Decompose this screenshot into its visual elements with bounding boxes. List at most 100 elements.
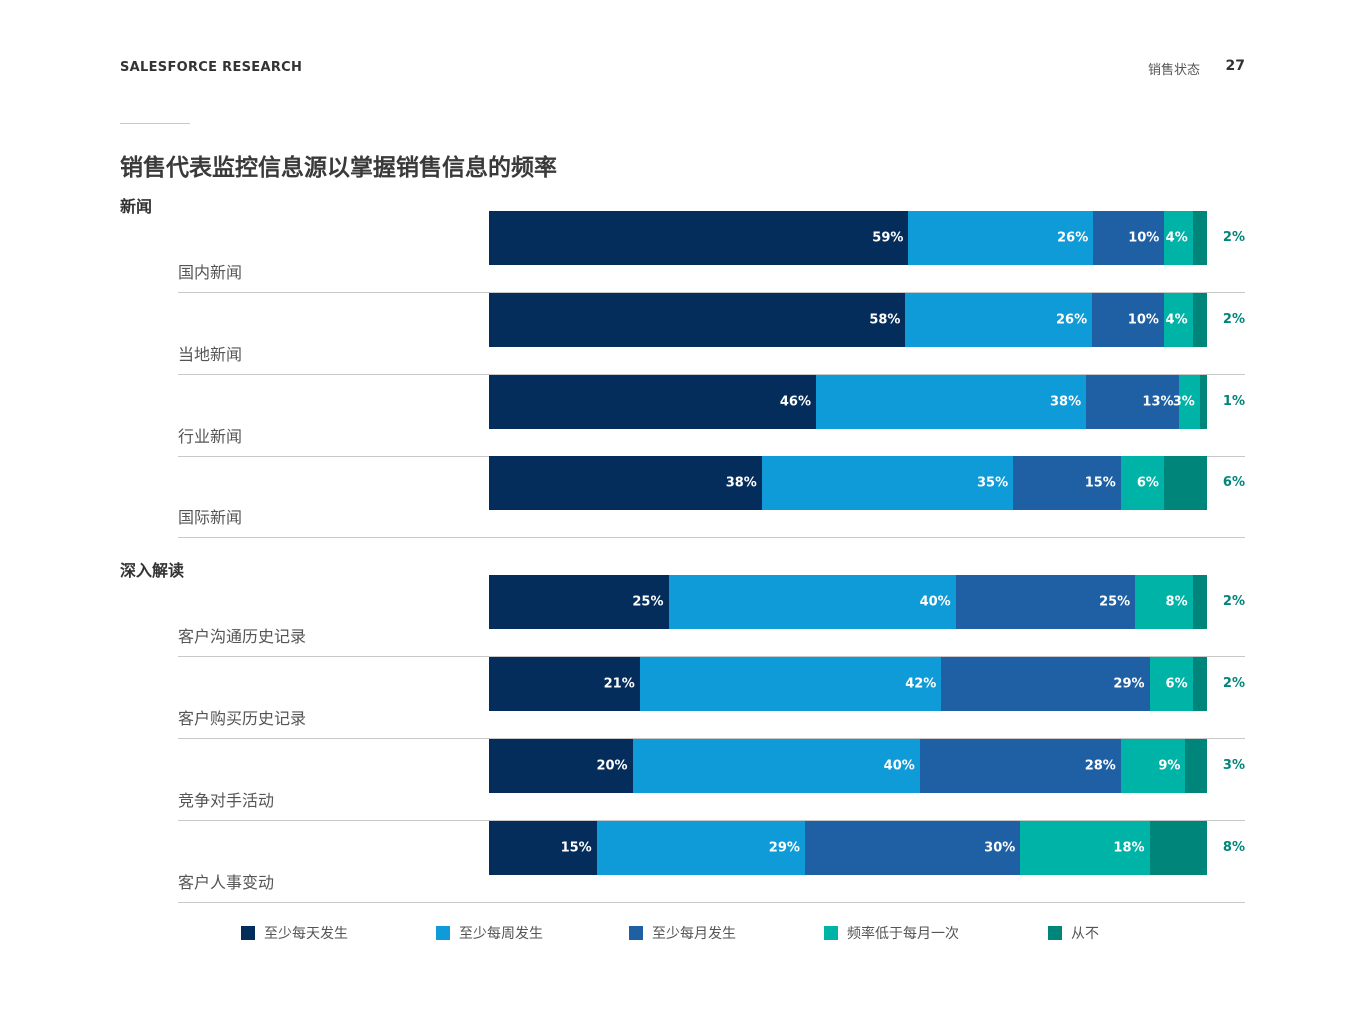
bar-segment [1192,293,1207,347]
row-label: 客户购买历史记录 [178,709,307,728]
segment-value-label: 25% [632,594,664,610]
row-label: 国际新闻 [178,508,243,527]
bar-segment: 42% [639,657,942,711]
row-divider [178,292,1245,293]
legend-swatch [824,926,838,940]
bar-segment: 26% [905,293,1093,347]
row-divider [178,820,1245,821]
bar-segment: 6% [1120,456,1164,510]
never-value-label: 2% [1222,676,1245,691]
row-divider [178,374,1245,375]
bar-segment: 40% [632,739,920,793]
segment-value-label: 10% [1128,230,1160,246]
chart-title: 销售代表监控信息源以掌握销售信息的频率 [120,155,557,181]
segment-value-label: 4% [1165,312,1188,328]
never-value-label: 8% [1222,840,1245,855]
segment-value-label: 4% [1165,230,1188,246]
segment-value-label: 40% [883,758,915,774]
legend-item: 至少每周发生 [436,923,543,943]
stacked-bar: 46% 38% 13% 3% [489,375,1207,429]
stacked-bar: 58% 26% 10% 4% [489,293,1207,347]
segment-value-label: 21% [603,676,635,692]
bar-segment: 25% [489,575,669,629]
bar-segment: 26% [908,211,1094,265]
stacked-bar: 25% 40% 25% 8% [489,575,1207,629]
segment-value-label: 28% [1084,758,1116,774]
segment-value-label: 35% [977,475,1009,491]
bar-segment: 6% [1149,657,1193,711]
bar-segment: 4% [1163,293,1193,347]
chart-row: 客户人事变动 15% 29% 30% 18% 8% [178,821,1245,903]
bar-segment: 21% [489,657,640,711]
segment-value-label: 6% [1136,475,1159,491]
bar-segment [1192,657,1207,711]
legend-item: 从不 [1048,923,1099,943]
chart-row: 竞争对手活动 20% 40% 28% 9% 3% [178,739,1245,821]
row-label: 行业新闻 [178,427,243,446]
bar-segment: 29% [596,821,805,875]
bar-segment: 8% [1135,575,1193,629]
bar-segment: 10% [1093,211,1165,265]
legend-label: 至少每天发生 [264,926,348,942]
segment-value-label: 20% [596,758,628,774]
bar-segment: 3% [1173,375,1200,429]
bar-segment: 46% [489,375,816,429]
row-label: 客户人事变动 [178,873,275,892]
bar-segment: 28% [919,739,1121,793]
chart-row: 国内新闻 59% 26% 10% 4% 2% [178,211,1245,293]
segment-value-label: 13% [1142,394,1174,410]
bar-segment: 4% [1164,211,1193,265]
stacked-bar: 15% 29% 30% 18% [489,821,1207,875]
row-label: 国内新闻 [178,263,243,282]
segment-value-label: 15% [560,840,592,856]
segment-value-label: 6% [1165,676,1188,692]
row-divider [178,656,1245,657]
never-value-label: 3% [1222,758,1245,773]
bar-segment: 30% [804,821,1021,875]
segment-value-label: 25% [1099,594,1131,610]
bar-segment [1185,739,1207,793]
bar-segment: 38% [489,456,762,510]
never-value-label: 1% [1222,394,1245,409]
bar-segment [1149,821,1207,875]
legend-swatch [436,926,450,940]
segment-value-label: 3% [1172,394,1195,410]
legend-swatch [629,926,643,940]
bar-segment: 29% [941,657,1150,711]
segment-value-label: 15% [1084,475,1116,491]
group-label: 新闻 [120,197,153,216]
stacked-bar: 20% 40% 28% 9% [489,739,1207,793]
segment-value-label: 9% [1158,758,1181,774]
segment-value-label: 26% [1055,312,1088,328]
never-value-label: 6% [1222,475,1245,490]
bar-segment: 15% [489,821,597,875]
segment-value-label: 46% [779,394,811,410]
bar-segment: 10% [1092,293,1164,347]
legend-item: 至少每月发生 [629,923,736,943]
bar-segment [1192,211,1207,265]
segment-value-label: 40% [919,594,951,610]
row-divider [178,902,1245,903]
bar-segment: 59% [489,211,909,265]
legend: 至少每天发生 至少每周发生 至少每月发生 频率低于每月一次 从不 [0,923,1365,943]
bar-segment: 9% [1120,739,1186,793]
bar-segment: 18% [1020,821,1150,875]
chart-row: 客户沟通历史记录 25% 40% 25% 8% 2% [178,575,1245,657]
chart-row: 当地新闻 58% 26% 10% 4% 2% [178,293,1245,375]
legend-label: 频率低于每月一次 [847,926,959,942]
chart-row: 行业新闻 46% 38% 13% 3% 1% [178,375,1245,457]
segment-value-label: 29% [768,840,800,856]
segment-value-label: 26% [1057,230,1089,246]
header-brand: SALESFORCE RESEARCH [120,60,303,75]
page-number: 27 [1225,58,1245,74]
legend-label: 从不 [1071,926,1099,942]
segment-value-label: 29% [1113,676,1145,692]
bar-segment: 35% [761,456,1014,510]
row-label: 当地新闻 [178,345,243,364]
group-label: 深入解读 [120,561,185,580]
row-divider [178,738,1245,739]
bar-segment [1192,575,1207,629]
stacked-bar: 59% 26% 10% 4% [489,211,1207,265]
bar-segment [1163,456,1207,510]
legend-item: 频率低于每月一次 [824,923,959,943]
